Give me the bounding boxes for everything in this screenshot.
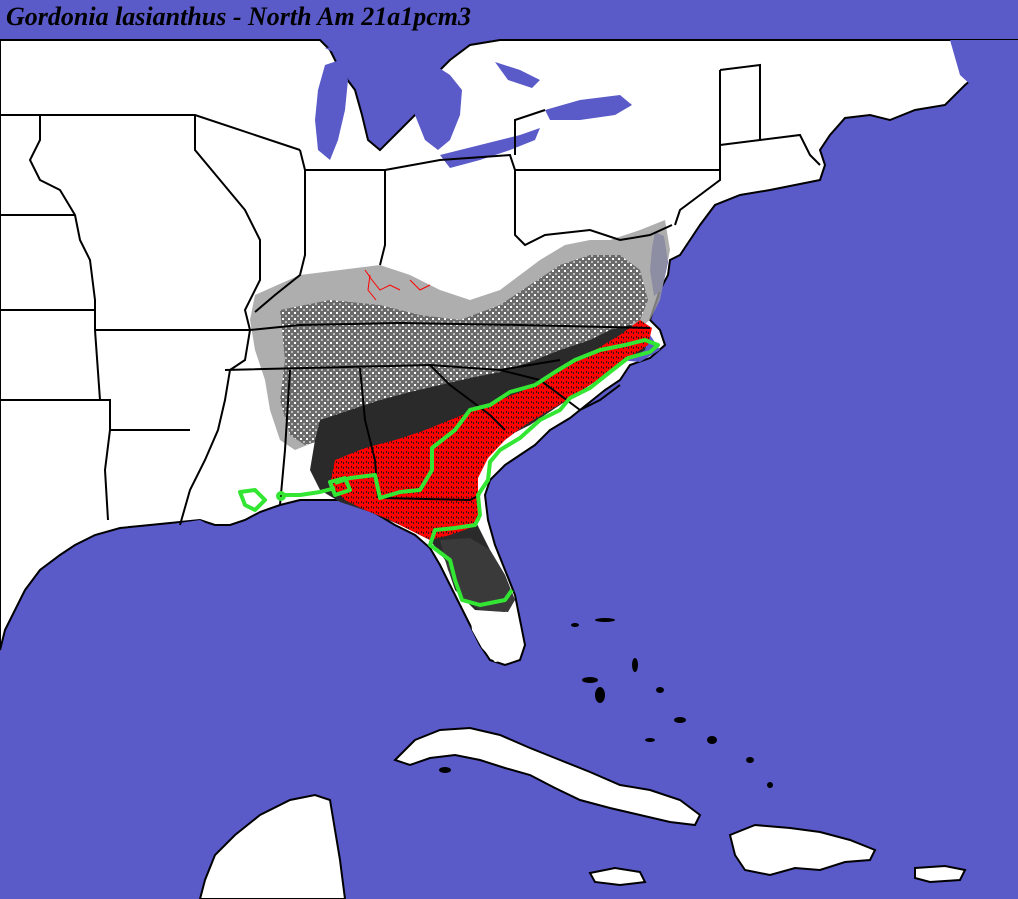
high-suitability-zone (330, 320, 652, 540)
puerto-rico (914, 864, 967, 884)
yucatan-peninsula (198, 793, 347, 899)
map-title: Gordonia lasianthus - North Am 21a1pcm3 (6, 2, 471, 31)
drainage-details (364, 269, 431, 301)
lake-huron (400, 55, 462, 150)
lake-superior (325, 42, 400, 62)
mid-suitability-zone (280, 255, 648, 445)
state-borders (0, 63, 821, 526)
gulf-inlets (165, 520, 245, 548)
florida-south-white (470, 612, 522, 662)
range-outline (238, 338, 660, 607)
hispaniola (728, 823, 877, 877)
lake-ontario (545, 95, 632, 120)
lake-michigan (315, 60, 348, 160)
jamaica (588, 866, 647, 887)
gulf-st-lawrence (950, 40, 1018, 100)
cuba (393, 726, 702, 827)
lake-nipissing (495, 62, 540, 88)
bahamas-islands (439, 618, 773, 788)
florida-interior-dark (440, 538, 515, 612)
